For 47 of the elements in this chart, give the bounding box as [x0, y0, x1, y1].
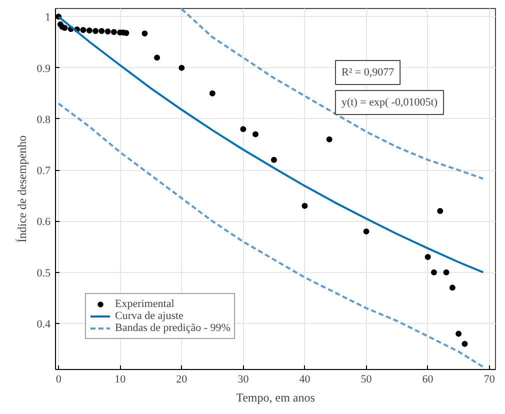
legend-label: Experimental — [115, 298, 174, 310]
x-tick-label: 10 — [114, 374, 126, 386]
y-tick-label: 1 — [45, 12, 50, 24]
point — [270, 156, 277, 163]
line-series — [180, 8, 484, 180]
x-tick-label: 30 — [238, 374, 250, 386]
y-tick-label: 0.9 — [36, 62, 51, 75]
legend-label: Curva de ajuste — [115, 310, 184, 322]
x-axis-title: Tempo, em anos — [236, 390, 316, 404]
point — [86, 27, 92, 34]
y-tick-label: 0.6 — [36, 216, 51, 228]
point — [104, 28, 111, 35]
x-tick-label: 20 — [176, 374, 188, 386]
x-tick-label: 40 — [299, 374, 311, 386]
point — [449, 284, 456, 291]
point — [462, 340, 468, 347]
point — [110, 29, 117, 36]
point — [62, 24, 68, 31]
y-tick-label: 0.4 — [36, 318, 51, 330]
point — [142, 30, 148, 37]
point — [437, 208, 444, 214]
point — [80, 26, 86, 33]
y-tick-label: 0.5 — [36, 267, 51, 280]
annotation: R² = 0,9077 — [342, 66, 395, 78]
legend-label: Bandas de predição - 99% — [115, 322, 230, 334]
x-tick-label: 60 — [422, 374, 434, 386]
point — [98, 28, 105, 34]
x-tick-label: 50 — [360, 374, 372, 386]
x-tick-label: 70 — [484, 374, 496, 386]
point — [178, 64, 185, 71]
annotation: y(t) = exp( -0,01005t) — [342, 96, 438, 108]
point — [363, 228, 370, 234]
point — [154, 54, 160, 61]
point — [252, 131, 258, 138]
x-tick-label: 0 — [56, 374, 62, 386]
point — [302, 202, 308, 209]
point — [92, 28, 98, 34]
point — [326, 136, 332, 142]
y-axis-title: Índice de desempenho — [14, 135, 29, 243]
point — [456, 330, 462, 337]
point — [424, 254, 431, 260]
point — [443, 269, 450, 276]
point — [430, 269, 437, 276]
point — [240, 126, 246, 132]
point — [209, 90, 216, 96]
y-tick-label: 0.8 — [36, 114, 51, 126]
y-tick-label: 0.7 — [36, 165, 51, 178]
